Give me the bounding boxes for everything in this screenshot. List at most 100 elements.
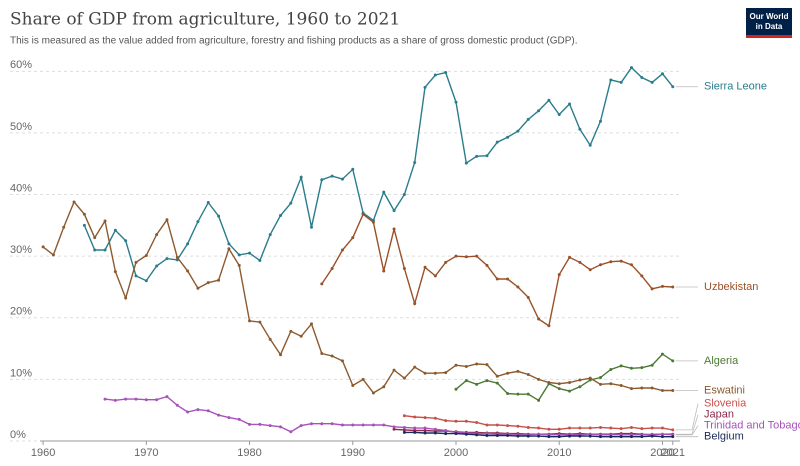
point [464, 379, 468, 383]
point [516, 285, 520, 289]
point [609, 435, 613, 439]
point [423, 426, 427, 430]
point [568, 434, 572, 438]
point [547, 98, 551, 102]
point [506, 135, 510, 139]
point [578, 434, 582, 438]
point [279, 353, 283, 357]
point [155, 233, 159, 237]
point [568, 426, 572, 430]
point [464, 161, 468, 165]
point [578, 385, 582, 389]
point [330, 266, 334, 270]
point [217, 278, 221, 282]
point [134, 397, 138, 401]
point [660, 352, 664, 356]
point [650, 386, 654, 390]
point [640, 75, 644, 79]
point [660, 388, 664, 392]
point [444, 432, 448, 436]
point [382, 269, 386, 273]
point [413, 415, 417, 419]
point [340, 423, 344, 427]
point [526, 392, 530, 396]
point [475, 154, 479, 158]
label-leader [675, 414, 699, 435]
point [413, 426, 417, 430]
point [588, 434, 592, 438]
point [609, 382, 613, 386]
point [537, 434, 541, 438]
point [186, 269, 190, 273]
point [134, 274, 138, 278]
point [578, 127, 582, 131]
point [475, 382, 479, 386]
point [671, 435, 675, 439]
point [588, 268, 592, 272]
point [423, 416, 427, 420]
y-tick-label: 50% [10, 121, 32, 133]
point [289, 201, 293, 205]
point [237, 263, 241, 267]
point [578, 378, 582, 382]
point [402, 376, 406, 380]
point [340, 359, 344, 363]
point [433, 427, 437, 431]
point [330, 354, 334, 358]
point [299, 424, 303, 428]
x-tick-label: 1980 [237, 447, 261, 459]
point [217, 413, 221, 417]
point [454, 254, 458, 258]
point [660, 426, 664, 430]
chart-title: Share of GDP from agriculture, 1960 to 2… [10, 10, 400, 30]
point [485, 379, 489, 383]
point [640, 386, 644, 390]
point [619, 80, 623, 84]
point [299, 334, 303, 338]
point [516, 369, 520, 373]
point [402, 428, 406, 432]
point [516, 424, 520, 428]
point [619, 427, 623, 431]
point [124, 296, 128, 300]
point [464, 255, 468, 259]
point [248, 319, 252, 323]
label-leader [675, 403, 699, 431]
point [660, 72, 664, 76]
point [629, 387, 633, 391]
point [475, 421, 479, 425]
y-tick-label: 20% [10, 306, 32, 318]
point [62, 225, 66, 229]
point [227, 416, 231, 420]
point [279, 213, 283, 217]
point [423, 85, 427, 89]
point [650, 434, 654, 438]
point [640, 366, 644, 370]
y-tick-label: 60% [10, 59, 32, 71]
point [485, 154, 489, 158]
x-tick-label: 2020 [650, 447, 674, 459]
point [506, 433, 510, 437]
point [423, 371, 427, 375]
y-tick-label: 10% [10, 367, 32, 379]
point [609, 260, 613, 264]
point [671, 359, 675, 363]
y-tick-label: 40% [10, 182, 32, 194]
point [640, 435, 644, 439]
point [258, 320, 262, 324]
point [402, 266, 406, 270]
point [475, 254, 479, 258]
point [402, 193, 406, 197]
point [248, 422, 252, 426]
point [557, 435, 561, 439]
point [557, 427, 561, 431]
point [423, 431, 427, 435]
point [599, 263, 603, 267]
point [464, 364, 468, 368]
point [660, 435, 664, 439]
point [464, 432, 468, 436]
point [371, 423, 375, 427]
point [547, 427, 551, 431]
point [402, 425, 406, 429]
point [279, 425, 283, 429]
